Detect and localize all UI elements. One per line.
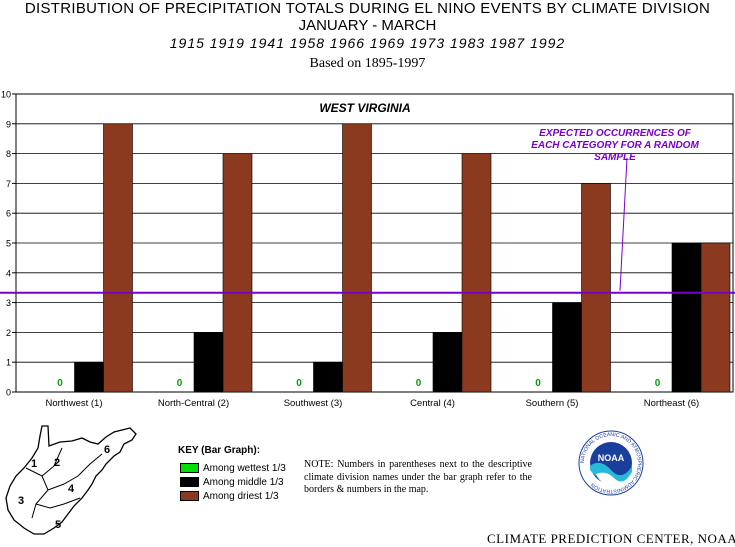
bar-middle	[432, 332, 463, 393]
x-category-label: Southern (5)	[526, 398, 579, 409]
division-6-number: 6	[104, 444, 110, 456]
y-tick-label: 6	[6, 209, 11, 219]
bar-chart: 0 1 2 3 4 5 6 7 8 9 10 WEST VIRGINIA 0 Northwest (1) 0…	[0, 90, 735, 410]
chart-title: DISTRIBUTION OF PRECIPITATION TOTALS DUR…	[24, 0, 711, 17]
bar-middle	[313, 361, 343, 393]
division-2-number: 2	[54, 457, 60, 469]
y-tick-label: 8	[6, 149, 11, 159]
key-item-driest: Among driest 1/3	[180, 490, 279, 502]
y-tick-label: 7	[6, 179, 11, 189]
division-1-number: 1	[31, 458, 37, 470]
annotation-text: SAMPLE	[594, 152, 636, 163]
key-item-wettest: Among wettest 1/3	[180, 462, 286, 474]
bar-middle	[552, 302, 582, 393]
zero-label: 0	[655, 378, 661, 389]
bar-driest	[342, 123, 372, 393]
zero-label: 0	[296, 378, 302, 389]
division-borders	[25, 447, 103, 519]
zero-label: 0	[416, 378, 422, 389]
plot-title: WEST VIRGINIA	[319, 101, 410, 115]
bar-middle	[74, 361, 104, 393]
x-category-label: Southwest (3)	[284, 398, 343, 409]
y-tick-label: 2	[6, 328, 11, 338]
zero-label: 0	[535, 378, 541, 389]
x-category-label: Northwest (1)	[45, 398, 102, 409]
axes	[12, 93, 16, 393]
bar-driest	[103, 123, 133, 393]
key-label-wettest: Among wettest 1/3	[203, 462, 286, 474]
noaa-logo-text: NOAA	[598, 453, 625, 463]
y-tick-label: 3	[6, 298, 11, 308]
key-swatch-driest	[180, 491, 199, 501]
y-tick-label: 10	[1, 90, 11, 100]
base-period: Based on 1895-1997	[309, 56, 426, 71]
key-label-driest: Among driest 1/3	[203, 490, 279, 502]
y-tick-label: 0	[6, 388, 11, 398]
division-3-number: 3	[18, 495, 24, 507]
key-item-middle: Among middle 1/3	[180, 476, 284, 488]
bar-driest	[222, 153, 253, 393]
division-5-number: 5	[55, 519, 61, 531]
bar-driest	[461, 153, 492, 393]
bar-driest	[700, 242, 731, 393]
y-tick-label: 1	[6, 358, 11, 368]
annotation-text: EXPECTED OCCURRENCES OF	[539, 128, 692, 139]
bar-middle	[193, 332, 224, 393]
labels: 0 1 2 3 4 5 6 7 8 9 10 WEST VIRGINIA 0 Northwest (1) 0…	[1, 90, 699, 410]
y-tick-label: 4	[6, 268, 11, 278]
map-note: NOTE: Numbers in parentheses next to the…	[304, 459, 532, 495]
west-virginia-map: 1 2 3 4 5 6	[5, 425, 137, 535]
annotation-text: EACH CATEGORY FOR A RANDOM	[531, 140, 699, 151]
division-4-number: 4	[68, 483, 75, 495]
key-swatch-wettest	[180, 463, 199, 473]
credit-line: CLIMATE PREDICTION CENTER, NOAA	[487, 531, 735, 546]
bar-middle	[671, 242, 702, 393]
key-label-middle: Among middle 1/3	[203, 476, 284, 488]
zero-label: 0	[57, 378, 63, 389]
key-title: KEY (Bar Graph):	[178, 445, 261, 456]
y-tick-label: 9	[6, 119, 11, 129]
bar-driest	[581, 183, 611, 393]
x-category-label: North-Central (2)	[158, 398, 229, 409]
chart-subtitle: JANUARY - MARCH	[298, 17, 437, 34]
bars	[0, 123, 735, 393]
noaa-logo: NATIONAL OCEANIC AND ATMOSPHERIC ADMINIS…	[578, 430, 644, 496]
event-years: 1915 1919 1941 1958 1966 1969 1973 1983 …	[169, 35, 566, 51]
annotation-pointer	[619, 157, 628, 291]
zero-label: 0	[177, 378, 183, 389]
x-category-label: Northeast (6)	[644, 398, 699, 409]
gridlines	[15, 93, 734, 393]
x-category-label: Central (4)	[410, 398, 455, 409]
key-swatch-middle	[180, 477, 199, 487]
y-tick-label: 5	[6, 239, 11, 249]
